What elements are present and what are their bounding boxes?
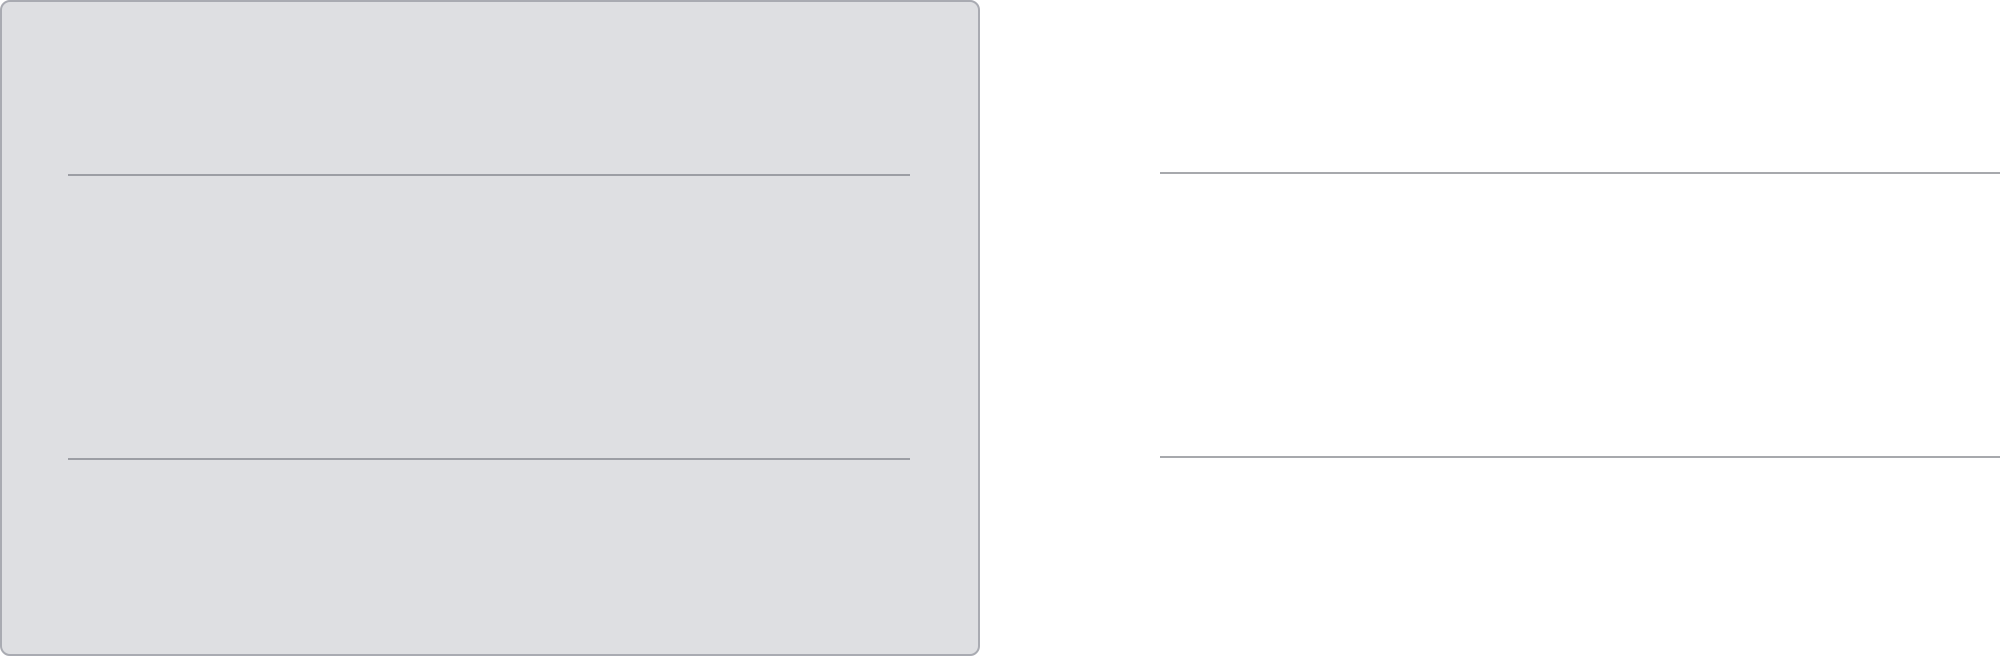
card-divider-bottom <box>68 458 910 460</box>
card-divider-top <box>68 174 910 176</box>
left-panel-card <box>0 0 980 656</box>
right-divider-top <box>1160 172 2000 174</box>
right-divider-bottom <box>1160 456 2000 458</box>
